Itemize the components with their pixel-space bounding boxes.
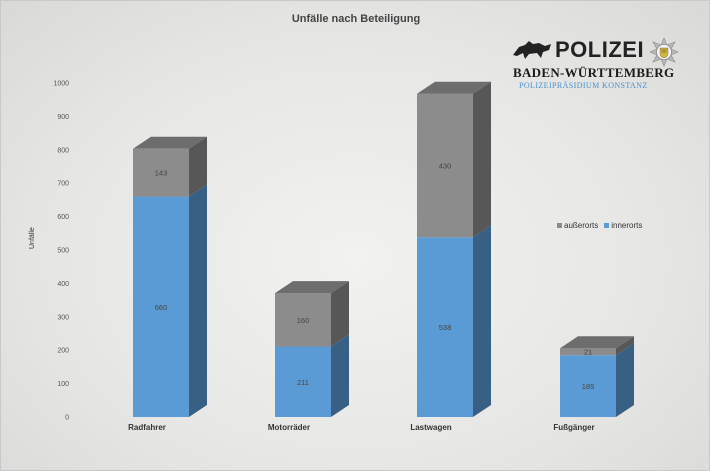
bar-ausserorts-top xyxy=(133,136,207,149)
y-tick-label: 700 xyxy=(57,181,69,188)
data-label-ausserorts: 21 xyxy=(584,348,592,357)
bar-ausserorts-side xyxy=(189,136,207,197)
bar-ausserorts-front xyxy=(275,293,331,347)
y-tick-label: 200 xyxy=(57,348,69,355)
logo-region: BADEN-WÜRTTEMBERG xyxy=(513,65,675,80)
bar-ausserorts-front xyxy=(560,348,616,356)
bar-innerorts-side xyxy=(331,334,349,417)
bar-ausserorts-front xyxy=(417,93,473,238)
data-label-ausserorts: 160 xyxy=(297,316,310,325)
x-tick-label: Motorräder xyxy=(268,423,310,432)
bar-innerorts-front xyxy=(133,196,189,417)
legend-label-ausserorts: außerorts xyxy=(564,221,599,230)
x-tick-label: Radfahrer xyxy=(128,423,166,432)
y-tick-label: 0 xyxy=(65,415,69,422)
bar-ausserorts-side xyxy=(473,81,491,238)
bar-ausserorts-top xyxy=(417,81,491,94)
y-tick-label: 900 xyxy=(57,114,69,121)
bar-innerorts-front xyxy=(275,346,331,417)
y-tick-label: 400 xyxy=(57,281,69,288)
bar-ausserorts-front xyxy=(133,148,189,197)
y-tick-label: 100 xyxy=(57,381,69,388)
police-logo: POLIZEI BADEN-WÜRTTEMBERG POLIZEIPRÄSIDI… xyxy=(509,37,699,93)
data-label-innerorts: 538 xyxy=(439,323,452,332)
data-label-innerorts: 660 xyxy=(155,303,168,312)
data-label-innerorts: 211 xyxy=(297,378,309,387)
y-tick-label: 1000 xyxy=(53,81,69,88)
bar-ausserorts-side xyxy=(331,281,349,347)
police-star-badge-icon xyxy=(649,37,679,67)
logo-office: POLIZEIPRÄSIDIUM KONSTANZ xyxy=(519,81,648,90)
data-label-ausserorts: 430 xyxy=(439,161,452,170)
lion-icon xyxy=(513,41,551,59)
y-tick-label: 300 xyxy=(57,314,69,321)
bar-ausserorts-top xyxy=(275,281,349,294)
chart-title: Unfälle nach Beteiligung xyxy=(291,13,421,25)
bar-innerorts-side xyxy=(189,184,207,417)
data-label-innerorts: 185 xyxy=(582,382,595,391)
bar-innerorts-side xyxy=(473,225,491,417)
x-tick-label: Lastwagen xyxy=(410,423,451,432)
y-tick-label: 800 xyxy=(57,147,69,154)
bar-innerorts-front xyxy=(417,237,473,417)
legend-swatch-ausserorts xyxy=(557,223,562,228)
legend-swatch-innerorts xyxy=(604,223,610,228)
bar-innerorts-front xyxy=(560,355,616,417)
chart-legend: außerorts innerorts xyxy=(557,221,642,230)
legend-item-innerorts: innerorts xyxy=(604,221,642,230)
legend-item-ausserorts: außerorts xyxy=(557,221,598,230)
bar-ausserorts-side xyxy=(616,336,634,356)
bar-innerorts-side xyxy=(616,343,634,417)
data-label-ausserorts: 143 xyxy=(155,169,168,178)
x-tick-label: Fußgänger xyxy=(553,423,594,432)
y-tick-label: 600 xyxy=(57,214,69,221)
y-tick-label: 500 xyxy=(57,248,69,255)
bar-ausserorts-top xyxy=(560,336,634,349)
legend-label-innerorts: innerorts xyxy=(611,221,643,230)
logo-wordmark: POLIZEI xyxy=(555,37,645,62)
